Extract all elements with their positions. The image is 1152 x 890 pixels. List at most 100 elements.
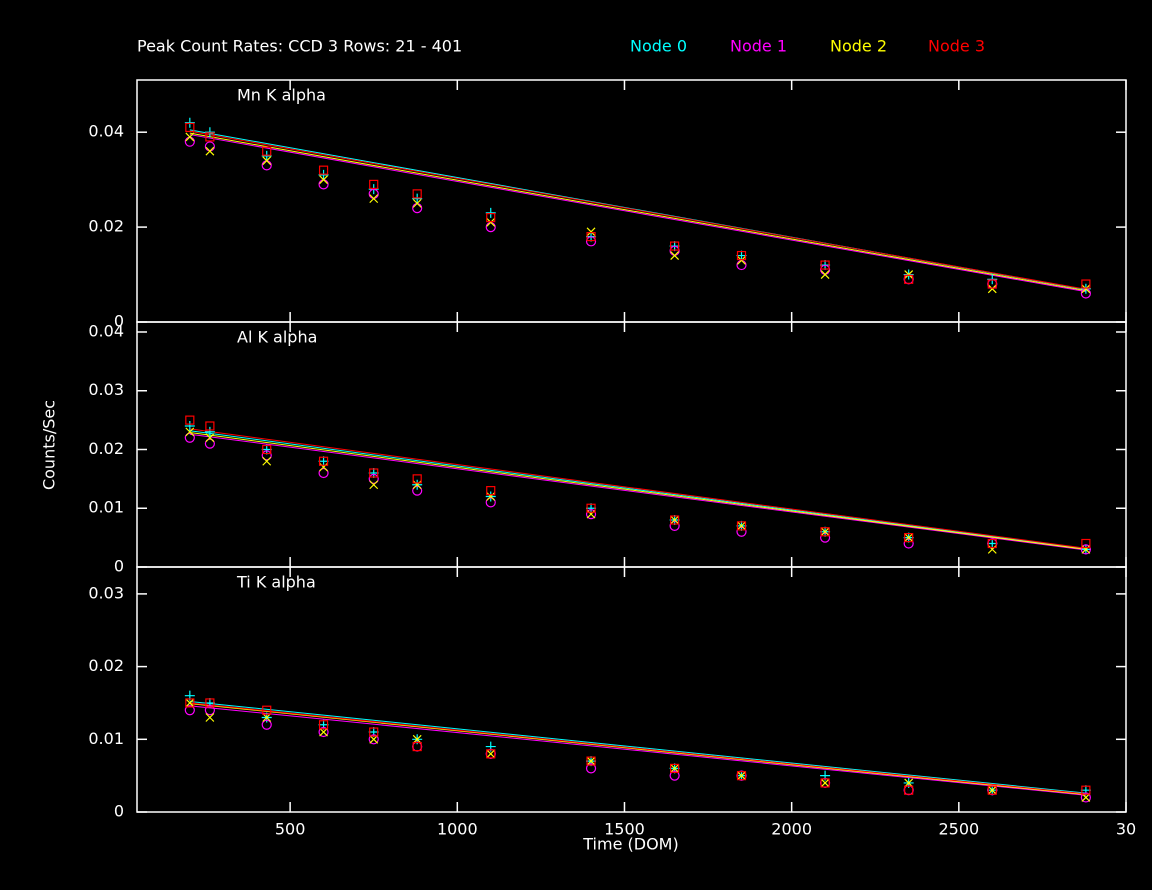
point xyxy=(319,727,328,737)
point xyxy=(670,763,680,773)
point xyxy=(205,132,215,142)
point xyxy=(585,509,597,520)
point xyxy=(369,179,379,189)
point xyxy=(318,467,329,479)
point xyxy=(412,198,422,208)
point xyxy=(737,771,746,781)
point xyxy=(205,713,215,722)
point xyxy=(318,720,329,730)
point xyxy=(736,771,747,781)
point xyxy=(262,146,272,156)
point xyxy=(904,270,914,279)
point xyxy=(904,274,914,284)
point xyxy=(904,533,914,543)
fit-line xyxy=(189,705,1086,796)
fit-line xyxy=(189,428,1086,549)
fit-line xyxy=(189,430,1086,550)
panel-label: Mn K alpha xyxy=(237,86,326,105)
point xyxy=(412,734,422,744)
point xyxy=(262,705,272,715)
y-tick-label: 0 xyxy=(114,557,124,576)
y-tick-label: 0.03 xyxy=(88,380,124,399)
point xyxy=(368,473,379,484)
point xyxy=(412,189,422,199)
x-tick-label: 500 xyxy=(275,820,306,839)
point xyxy=(1080,544,1091,555)
point xyxy=(486,749,496,759)
point xyxy=(987,544,997,554)
point xyxy=(412,193,423,204)
y-tick-label: 0.04 xyxy=(88,122,124,141)
y-tick-label: 0.01 xyxy=(88,729,124,748)
point xyxy=(368,734,379,745)
point xyxy=(261,150,272,161)
point xyxy=(319,462,328,472)
point xyxy=(987,785,997,795)
point xyxy=(185,415,195,425)
point xyxy=(820,527,830,537)
legend-entry: Node 1 xyxy=(730,37,787,56)
point xyxy=(1080,792,1091,803)
point xyxy=(205,146,215,156)
point xyxy=(987,538,997,549)
point xyxy=(319,175,328,185)
point xyxy=(736,250,747,261)
point xyxy=(204,705,215,716)
point xyxy=(486,492,496,501)
y-tick-label: 0 xyxy=(114,312,124,331)
point xyxy=(904,785,914,795)
point xyxy=(819,532,831,543)
point xyxy=(670,763,680,773)
point xyxy=(261,450,272,461)
point xyxy=(184,420,195,431)
point xyxy=(369,727,379,737)
point xyxy=(1081,785,1091,795)
point xyxy=(369,194,379,204)
y-tick-label: 0.01 xyxy=(88,498,124,517)
point xyxy=(820,527,830,537)
point xyxy=(1081,279,1091,289)
panel-label: Al K alpha xyxy=(237,328,317,347)
point xyxy=(369,734,379,744)
point xyxy=(261,719,272,730)
point xyxy=(586,756,596,766)
legend-entry: Node 3 xyxy=(928,37,985,56)
x-tick-label: 2500 xyxy=(938,820,979,839)
y-axis-label: Counts/Sec xyxy=(40,400,59,490)
point xyxy=(262,713,272,722)
point xyxy=(586,756,596,766)
point xyxy=(820,270,830,279)
x-tick-label: 1500 xyxy=(604,820,645,839)
point xyxy=(736,250,747,261)
point xyxy=(670,241,680,251)
fit-line xyxy=(189,433,1086,551)
point xyxy=(585,763,597,774)
point xyxy=(184,705,195,716)
point xyxy=(903,538,914,549)
point xyxy=(318,456,329,466)
chart-title: Peak Count Rates: CCD 3 Rows: 21 - 401 xyxy=(137,37,462,56)
point xyxy=(1081,544,1091,554)
point xyxy=(486,217,496,227)
point xyxy=(185,698,195,708)
point xyxy=(204,426,215,437)
point xyxy=(412,741,422,752)
plot-frame xyxy=(136,566,1127,813)
point xyxy=(820,778,830,788)
point xyxy=(486,749,496,759)
point xyxy=(368,467,379,478)
fit-line xyxy=(189,700,1086,794)
point xyxy=(669,770,680,781)
point xyxy=(585,236,597,247)
fit-line xyxy=(189,702,1086,795)
point xyxy=(412,480,422,490)
point xyxy=(586,503,596,513)
point xyxy=(318,726,329,738)
point xyxy=(205,421,215,431)
point xyxy=(261,444,272,455)
point xyxy=(485,207,496,218)
point xyxy=(184,117,195,128)
point xyxy=(486,213,496,223)
point xyxy=(1081,284,1091,294)
